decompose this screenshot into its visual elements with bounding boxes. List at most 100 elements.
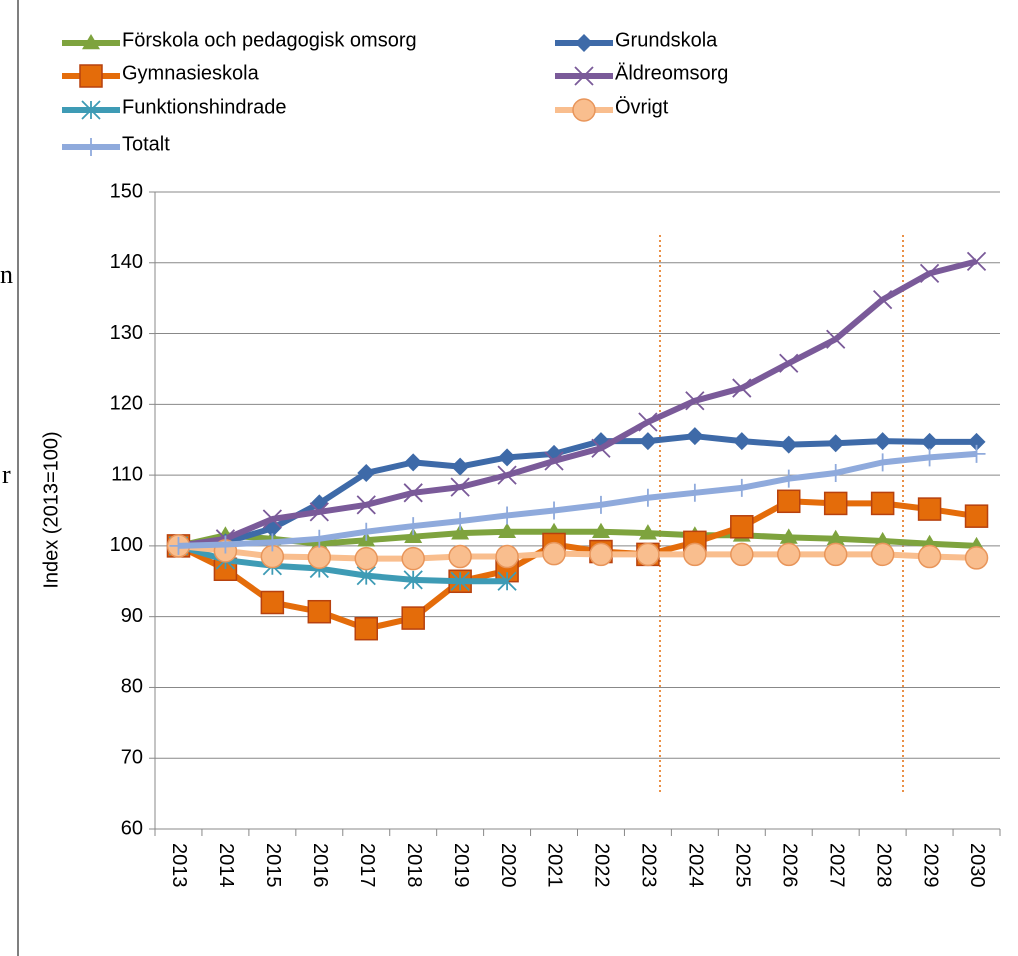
marker bbox=[920, 448, 939, 467]
marker bbox=[873, 531, 892, 548]
y-axis-label: Index (2013=100) bbox=[40, 431, 62, 588]
marker bbox=[685, 391, 705, 411]
legend-item: Gymnasieskola bbox=[62, 62, 260, 88]
marker bbox=[263, 533, 282, 552]
x-tick-label: 2026 bbox=[778, 843, 800, 888]
marker bbox=[591, 438, 611, 458]
legend-item: Grundskola bbox=[555, 29, 718, 52]
marker bbox=[448, 544, 472, 569]
legend-label: Gymnasieskola bbox=[122, 62, 260, 84]
legend-label: Övrigt bbox=[615, 96, 669, 118]
marker bbox=[307, 599, 332, 624]
marker bbox=[451, 524, 470, 540]
marker bbox=[82, 34, 100, 50]
marker bbox=[826, 434, 845, 453]
marker bbox=[779, 353, 799, 373]
marker bbox=[82, 138, 100, 156]
legend-label: Grundskola bbox=[615, 29, 718, 51]
marker bbox=[450, 477, 470, 497]
x-tick-label: 2027 bbox=[825, 843, 847, 888]
marker bbox=[920, 432, 939, 451]
marker bbox=[216, 535, 235, 554]
marker bbox=[873, 432, 892, 451]
marker bbox=[260, 590, 285, 615]
marker bbox=[873, 453, 892, 472]
side-fragment: n bbox=[0, 260, 13, 289]
marker bbox=[779, 528, 798, 544]
x-tick-label: 2013 bbox=[168, 843, 190, 888]
marker bbox=[357, 463, 376, 482]
marker bbox=[779, 435, 798, 454]
marker bbox=[572, 98, 596, 122]
y-tick-label: 80 bbox=[121, 676, 143, 698]
legend-label: Äldreomsorg bbox=[615, 62, 728, 84]
marker bbox=[823, 542, 848, 567]
marker bbox=[636, 542, 660, 567]
marker bbox=[357, 522, 376, 541]
marker bbox=[917, 544, 942, 569]
x-tick-label: 2028 bbox=[872, 843, 894, 888]
x-tick-label: 2015 bbox=[262, 843, 284, 888]
legend-item: Funktionshindrade bbox=[62, 96, 287, 120]
legend-item: Äldreomsorg bbox=[555, 62, 728, 86]
legend-item: Förskola och pedagogisk omsorg bbox=[62, 29, 417, 51]
y-tick-label: 60 bbox=[121, 817, 143, 839]
legend-label: Funktionshindrade bbox=[122, 96, 287, 118]
legend-label: Förskola och pedagogisk omsorg bbox=[122, 29, 417, 51]
marker bbox=[310, 494, 329, 513]
y-tick-label: 70 bbox=[121, 747, 143, 769]
marker bbox=[262, 509, 282, 529]
marker bbox=[966, 251, 987, 271]
marker bbox=[826, 463, 845, 482]
marker bbox=[354, 546, 378, 571]
x-tick-label: 2018 bbox=[403, 843, 425, 888]
marker bbox=[497, 465, 517, 485]
x-tick-label: 2020 bbox=[497, 843, 519, 888]
marker bbox=[495, 544, 519, 569]
marker bbox=[309, 502, 329, 522]
marker bbox=[683, 542, 707, 567]
y-tick-label: 140 bbox=[110, 251, 143, 273]
x-tick-label: 2019 bbox=[450, 843, 472, 888]
legend-item: Övrigt bbox=[555, 96, 669, 122]
marker bbox=[870, 491, 895, 516]
y-tick-label: 100 bbox=[110, 534, 143, 556]
marker bbox=[403, 483, 423, 503]
marker bbox=[777, 542, 801, 567]
y-tick-label: 120 bbox=[110, 393, 143, 415]
y-tick-label: 110 bbox=[111, 463, 143, 485]
series bbox=[168, 251, 987, 556]
marker bbox=[575, 34, 593, 52]
marker bbox=[591, 495, 610, 514]
marker bbox=[307, 545, 332, 569]
marker bbox=[591, 522, 610, 539]
marker bbox=[81, 100, 101, 120]
marker bbox=[404, 517, 423, 536]
series-line bbox=[177, 543, 508, 585]
marker bbox=[401, 606, 425, 630]
marker bbox=[873, 289, 893, 310]
marker bbox=[732, 478, 751, 497]
x-tick-label: 2014 bbox=[215, 843, 237, 888]
marker bbox=[401, 546, 425, 571]
marker bbox=[356, 495, 376, 515]
legend-item: Totalt bbox=[62, 133, 170, 156]
marker bbox=[498, 448, 517, 467]
marker bbox=[964, 504, 989, 528]
marker bbox=[638, 488, 657, 507]
marker bbox=[964, 546, 989, 570]
marker bbox=[574, 66, 594, 86]
x-tick-label: 2023 bbox=[638, 843, 660, 888]
marker bbox=[404, 527, 423, 543]
series bbox=[169, 427, 986, 555]
marker bbox=[823, 491, 848, 516]
marker bbox=[354, 616, 378, 641]
y-tick-label: 130 bbox=[110, 322, 143, 344]
marker bbox=[638, 524, 657, 540]
x-tick-label: 2024 bbox=[685, 843, 707, 888]
marker bbox=[967, 432, 986, 451]
marker bbox=[685, 427, 704, 446]
marker bbox=[589, 542, 613, 567]
series bbox=[166, 534, 989, 571]
